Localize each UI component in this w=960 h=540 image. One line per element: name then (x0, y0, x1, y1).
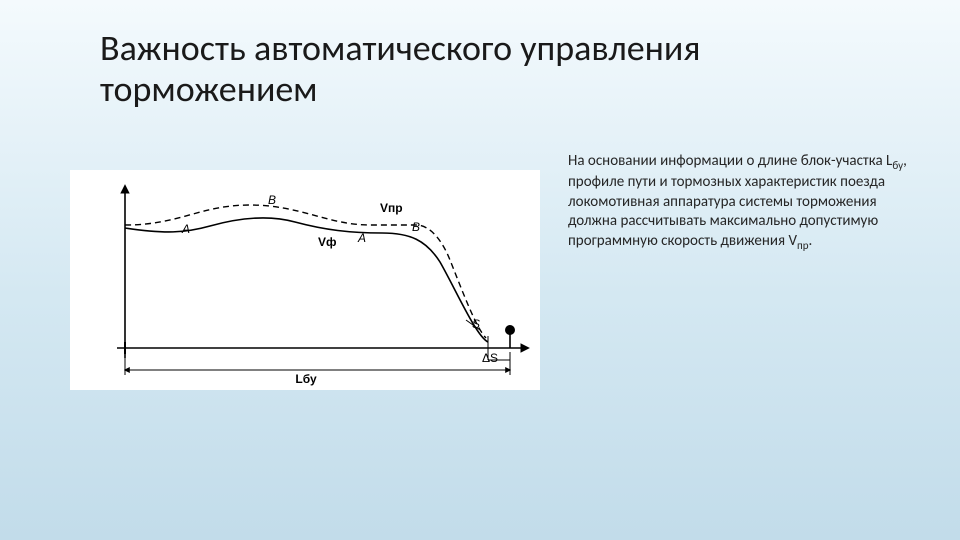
para-sub-1: бу (892, 159, 903, 172)
slide-title: Важность автоматического управления торм… (100, 28, 860, 111)
para-seg-3: . (809, 232, 813, 250)
para-sub-2: пр (797, 239, 809, 252)
svg-text:A: A (181, 222, 190, 236)
svg-text:Lбу: Lбу (295, 372, 317, 386)
svg-text:Vпр: Vпр (380, 201, 403, 215)
svg-text:B: B (268, 193, 276, 207)
braking-diagram: A B A B Vпр Vф S ΔS Lбу (70, 170, 540, 390)
para-seg-1: На основании информации о длине блок-уча… (568, 152, 892, 170)
description-paragraph: На основании информации о длине блок-уча… (568, 152, 908, 253)
svg-text:B: B (412, 220, 420, 234)
svg-text:Vф: Vф (318, 235, 337, 249)
svg-text:S: S (472, 317, 480, 331)
svg-text:A: A (357, 231, 366, 245)
svg-text:ΔS: ΔS (482, 351, 498, 365)
